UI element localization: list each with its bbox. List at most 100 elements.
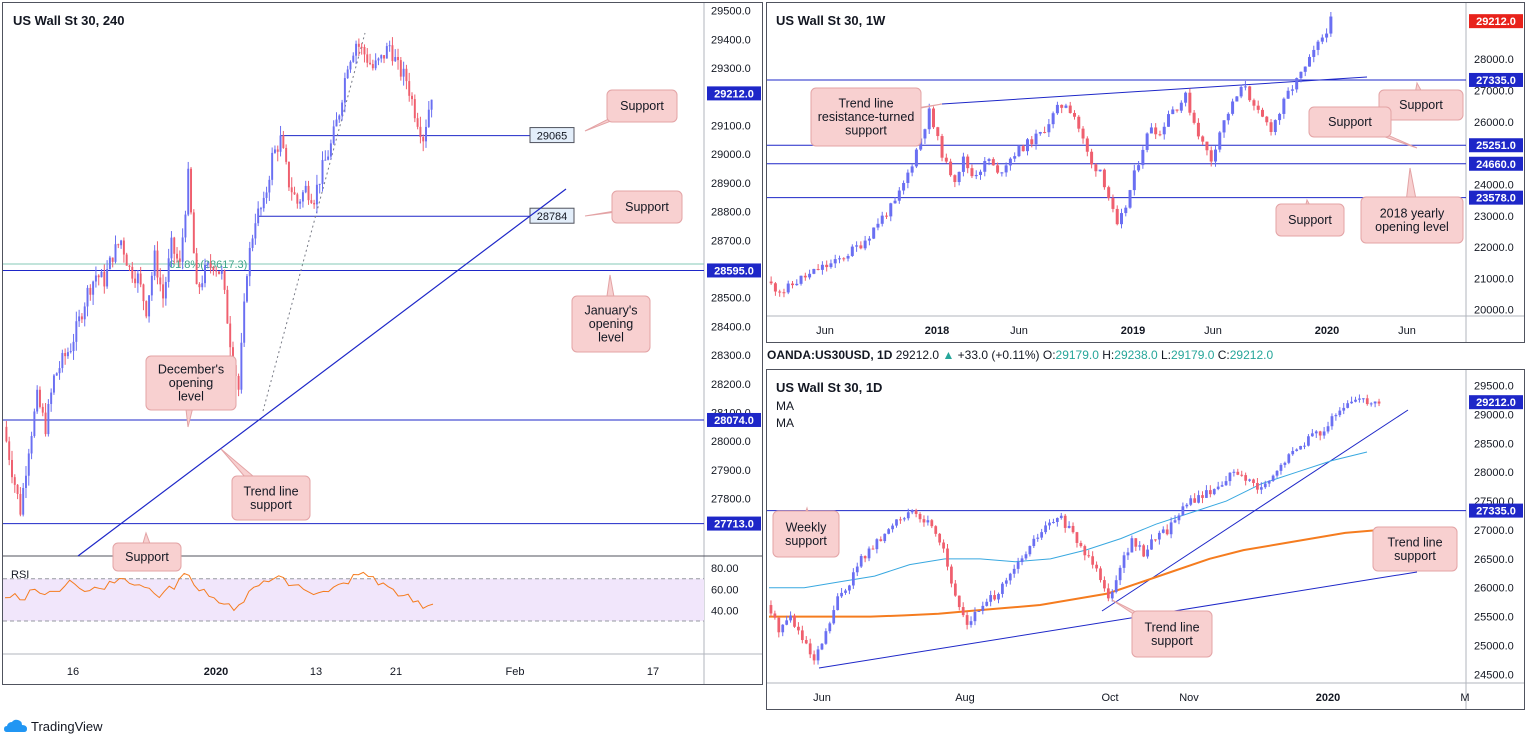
h4-candle bbox=[248, 247, 251, 277]
w1-candle bbox=[1111, 197, 1115, 209]
w1-candle bbox=[914, 149, 918, 167]
d1-candle bbox=[836, 596, 840, 611]
w1-candle bbox=[885, 215, 888, 217]
w1-candle bbox=[1017, 146, 1021, 157]
close-value: 29212.0 bbox=[1229, 348, 1274, 362]
h4-candle bbox=[394, 57, 397, 62]
w1-candle bbox=[1184, 92, 1188, 103]
d1-candle bbox=[1365, 398, 1369, 405]
h4-y-tick: 29400.0 bbox=[711, 34, 751, 46]
d1-candle bbox=[844, 590, 847, 593]
w1-last-tag-label: 29212.0 bbox=[1476, 16, 1516, 28]
w1-candle bbox=[773, 283, 777, 292]
d1-candle bbox=[1063, 515, 1067, 528]
h4-last-tag bbox=[707, 86, 761, 101]
w1-candle bbox=[880, 215, 884, 224]
h4-candle bbox=[206, 263, 209, 265]
w1-candle bbox=[838, 258, 841, 260]
d1-candle bbox=[1008, 573, 1012, 581]
w1-x-tick: 2020 bbox=[1315, 325, 1339, 337]
w1-candle bbox=[991, 159, 995, 166]
d1-candle bbox=[797, 626, 800, 631]
h4-candle bbox=[355, 43, 358, 56]
h4-candle bbox=[184, 214, 187, 238]
h4-candle bbox=[229, 323, 232, 348]
d1-candle bbox=[883, 533, 887, 542]
w1-last-tag bbox=[1469, 14, 1523, 29]
h4-candle bbox=[335, 119, 338, 127]
w1-candle bbox=[1179, 102, 1183, 111]
d1-candle bbox=[887, 529, 891, 534]
ma-legend-1: MA bbox=[776, 399, 794, 413]
d1-candle bbox=[1091, 556, 1095, 565]
h4-rsi-band bbox=[3, 578, 704, 622]
d1-candle bbox=[1036, 537, 1040, 539]
h4-note-dec-open-text: December's bbox=[158, 363, 224, 377]
w1-candle bbox=[970, 168, 974, 177]
open-label: O: bbox=[1042, 348, 1056, 362]
h4-candle bbox=[162, 284, 165, 299]
d1-chart-svg[interactable]: 29500.029000.028500.028000.027500.027000… bbox=[767, 370, 1525, 710]
tradingview-logo[interactable]: TradingView bbox=[4, 719, 103, 736]
w1-candle bbox=[1269, 122, 1273, 132]
w1-chart-panel[interactable]: 28000.0 27000.0 26000.0 24000.0 23000.0 22000… bbox=[766, 2, 1525, 343]
w1-candle bbox=[1209, 150, 1213, 162]
d1-candle bbox=[981, 605, 985, 611]
w1-candle bbox=[1308, 56, 1311, 67]
h4-candle bbox=[265, 192, 268, 198]
d1-candle bbox=[1377, 401, 1381, 404]
w1-level-tag-label: 27335.0 bbox=[1476, 75, 1516, 87]
h4-candle bbox=[19, 493, 22, 515]
h4-note-support-2: Support bbox=[584, 190, 683, 224]
d1-candle bbox=[769, 605, 773, 614]
d1-candle bbox=[832, 610, 836, 624]
d1-candle bbox=[977, 610, 981, 612]
d1-candle bbox=[938, 533, 942, 543]
h4-candle bbox=[349, 61, 352, 70]
w1-candle bbox=[1252, 100, 1256, 106]
h4-rsi-label: RSI bbox=[11, 569, 29, 581]
d1-candle bbox=[1134, 538, 1138, 547]
w1-candle bbox=[961, 156, 965, 172]
h4-chart-svg[interactable]: 61.8%(28617.3)290652878429500.029400.029… bbox=[3, 3, 763, 685]
h4-candle bbox=[352, 55, 355, 62]
d1-candle bbox=[1154, 539, 1157, 541]
d1-candle bbox=[1044, 525, 1047, 533]
w1-candle bbox=[1060, 104, 1064, 108]
h4-chart-panel[interactable]: 61.8%(28617.3)290652878429500.029400.029… bbox=[2, 2, 763, 685]
d1-candle bbox=[793, 615, 796, 627]
h4-level-tag-label: 28074.0 bbox=[714, 415, 754, 427]
d1-candle bbox=[1083, 546, 1087, 556]
h4-x-tick: 21 bbox=[390, 666, 402, 678]
d1-candle bbox=[1087, 555, 1091, 557]
h4-candle bbox=[86, 287, 89, 307]
w1-candle bbox=[897, 190, 901, 201]
h4-candle bbox=[44, 412, 47, 435]
h4-candle bbox=[369, 62, 372, 65]
w1-level-tag-label: 23578.0 bbox=[1476, 193, 1516, 205]
d1-chart-panel[interactable]: 29500.0 29000.0 28500.0 28000.0 27500.0 27000… bbox=[766, 369, 1525, 710]
w1-chart-title: US Wall St 30, 1W bbox=[776, 13, 886, 28]
h4-candle bbox=[290, 187, 293, 193]
d1-candle bbox=[879, 539, 883, 542]
h4-rsi-line bbox=[4, 571, 434, 612]
w1-candle bbox=[799, 275, 803, 284]
w1-candle bbox=[820, 264, 824, 270]
w1-candle bbox=[1000, 172, 1004, 174]
w1-candle bbox=[1325, 33, 1329, 38]
d1-candle bbox=[1067, 525, 1071, 528]
d1-candle bbox=[934, 526, 938, 534]
d1-candle bbox=[1161, 529, 1165, 533]
w1-chart-svg[interactable]: 28000.0 27000.0 26000.0 24000.0 23000.0 22000… bbox=[767, 3, 1525, 343]
h4-candle bbox=[173, 237, 176, 254]
h4-candle bbox=[139, 273, 142, 285]
up-arrow-icon: ▲ bbox=[942, 348, 955, 362]
h4-candle bbox=[268, 179, 271, 193]
h4-candle bbox=[117, 244, 120, 246]
d1-candle bbox=[891, 525, 894, 530]
h4-candle bbox=[148, 295, 151, 317]
w1-candle bbox=[1115, 208, 1119, 225]
d1-candle bbox=[1314, 431, 1318, 434]
h4-y-tick: 29300.0 bbox=[711, 63, 751, 75]
w1-candle bbox=[1303, 66, 1307, 72]
